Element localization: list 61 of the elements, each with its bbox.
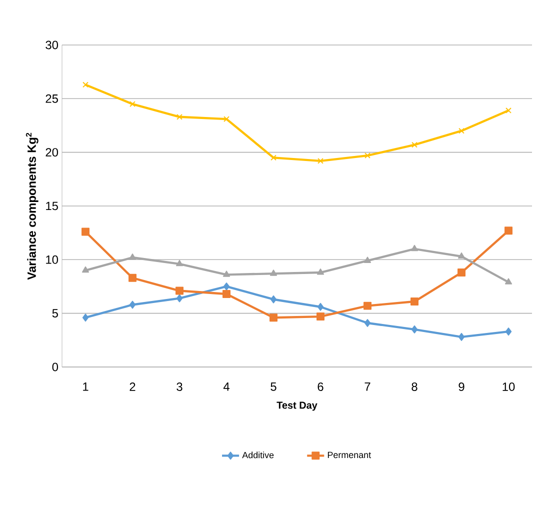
point [411, 325, 418, 334]
point [316, 268, 324, 275]
point [410, 298, 418, 306]
point [505, 328, 512, 336]
point [270, 154, 276, 161]
point [504, 226, 512, 235]
point [364, 318, 371, 327]
x-tick-label: 8 [412, 382, 418, 391]
point [364, 302, 372, 310]
legend-label: Permenant [328, 452, 371, 458]
point [128, 254, 136, 260]
point [270, 270, 278, 276]
y-axis-title: Variance components Kg$^{2}$ [26, 132, 38, 280]
y-tick-label: 30 [46, 40, 58, 50]
x-tick-label: 7 [364, 382, 370, 391]
point [224, 116, 230, 122]
point [128, 274, 136, 282]
point [458, 252, 466, 259]
point [222, 290, 230, 298]
y-tick-label: 10 [46, 255, 58, 264]
point [129, 300, 136, 309]
point [364, 256, 372, 263]
point [270, 314, 278, 322]
point [130, 101, 136, 107]
point [506, 107, 512, 114]
x-tick-label: 6 [318, 382, 324, 391]
point [316, 312, 324, 321]
legend-label: Additive [242, 452, 274, 458]
point [176, 294, 183, 302]
x-tick-label: 1 [83, 382, 88, 391]
point [458, 332, 465, 341]
x-tick-label: 2 [130, 382, 136, 391]
point [82, 266, 90, 273]
point [458, 128, 464, 134]
x-axis-title: Test Day [276, 402, 318, 411]
y-tick-label: 5 [52, 309, 58, 318]
point [318, 158, 324, 164]
y-tick-label: 0 [52, 362, 58, 372]
point [82, 314, 89, 322]
point [82, 228, 90, 236]
y-tick-label: 20 [46, 148, 58, 157]
point [222, 270, 230, 277]
x-tick-label: 5 [270, 382, 276, 391]
point [176, 114, 182, 120]
point [317, 302, 324, 311]
y-tick-label: 25 [46, 94, 58, 103]
x-tick-label: 10 [502, 382, 515, 391]
point [458, 268, 466, 277]
point [223, 282, 230, 290]
point [82, 82, 88, 88]
point [176, 286, 184, 295]
x-tick-label: 4 [223, 382, 230, 391]
point [504, 278, 512, 284]
x-tick-label: 3 [176, 382, 182, 391]
point [364, 152, 370, 159]
point [176, 260, 184, 266]
point [410, 244, 418, 252]
y-tick-label: 15 [46, 202, 58, 210]
point [270, 295, 277, 304]
point [412, 142, 418, 148]
x-tick-label: 9 [458, 382, 464, 391]
